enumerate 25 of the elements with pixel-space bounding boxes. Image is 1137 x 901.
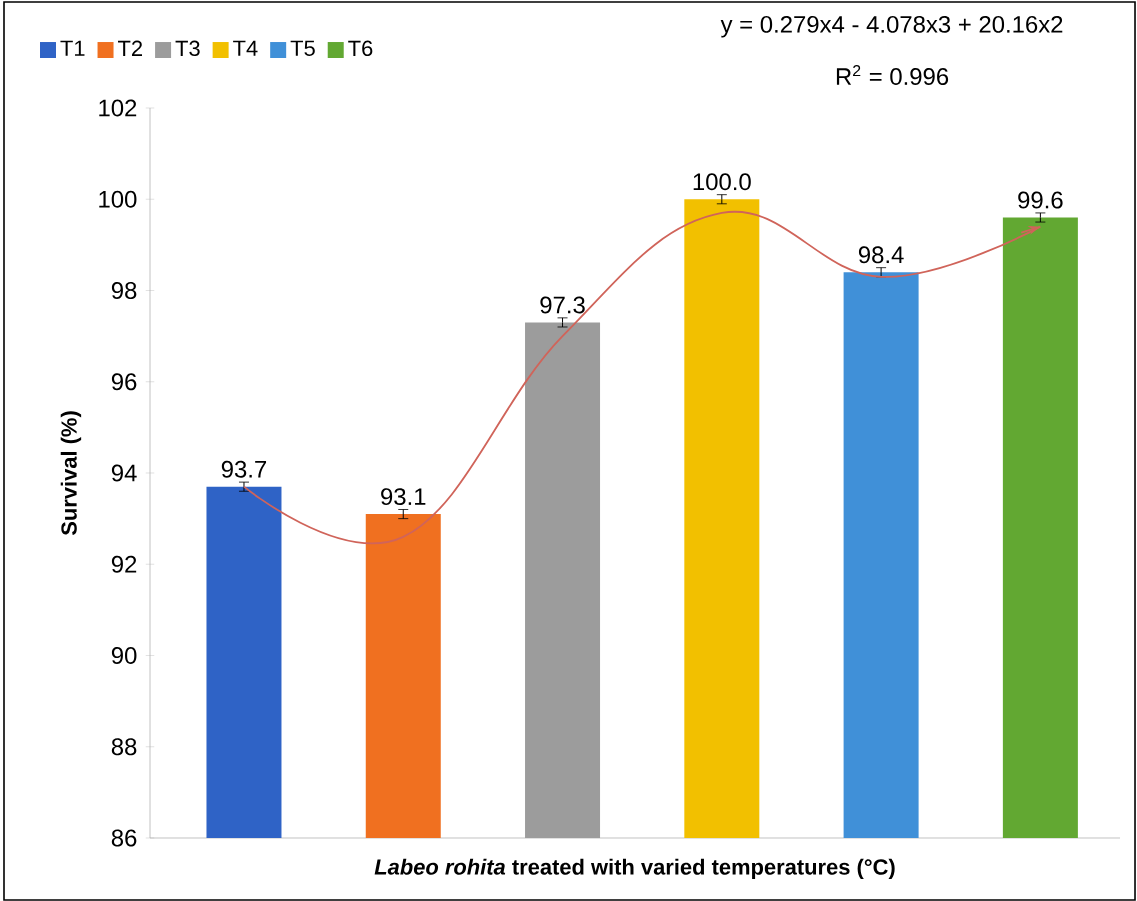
data-label: 93.1 — [381, 488, 426, 506]
legend-label: T1 — [60, 40, 85, 56]
data-label: 93.7 — [221, 460, 267, 478]
y-tick-label: 86 — [111, 829, 137, 847]
y-tick-label: 94 — [111, 464, 137, 482]
legend-label: T2 — [118, 40, 142, 56]
y-tick-label: 88 — [111, 738, 137, 756]
y-tick-label: 98 — [111, 282, 137, 299]
x-axis-title: Labeo rohita treated with varied temperatures (°C) — [374, 858, 895, 880]
data-label: 100.0 — [693, 173, 751, 191]
text: y = 0.279x4 - 4.078x3 + 20.16x2 — [720, 15, 1063, 38]
y-tick-label: 92 — [111, 555, 137, 573]
y-tick-label: 90 — [111, 647, 137, 664]
legend-label: T3 — [175, 40, 200, 57]
legend-label: T6 — [348, 40, 373, 57]
y-axis-title: Survival (%) — [60, 411, 82, 536]
data-label: 99.6 — [1018, 191, 1063, 209]
legend-label: T4 — [233, 40, 258, 56]
y-tick-label: 96 — [111, 373, 137, 391]
data-label: 98.4 — [858, 246, 904, 264]
data-label: 97.3 — [540, 296, 585, 314]
y-tick-label: 100 — [99, 190, 137, 208]
y-tick-label: 102 — [99, 99, 137, 117]
text: R$^{2}$ = 0.996 — [836, 64, 949, 86]
legend-label: T5 — [290, 40, 315, 56]
